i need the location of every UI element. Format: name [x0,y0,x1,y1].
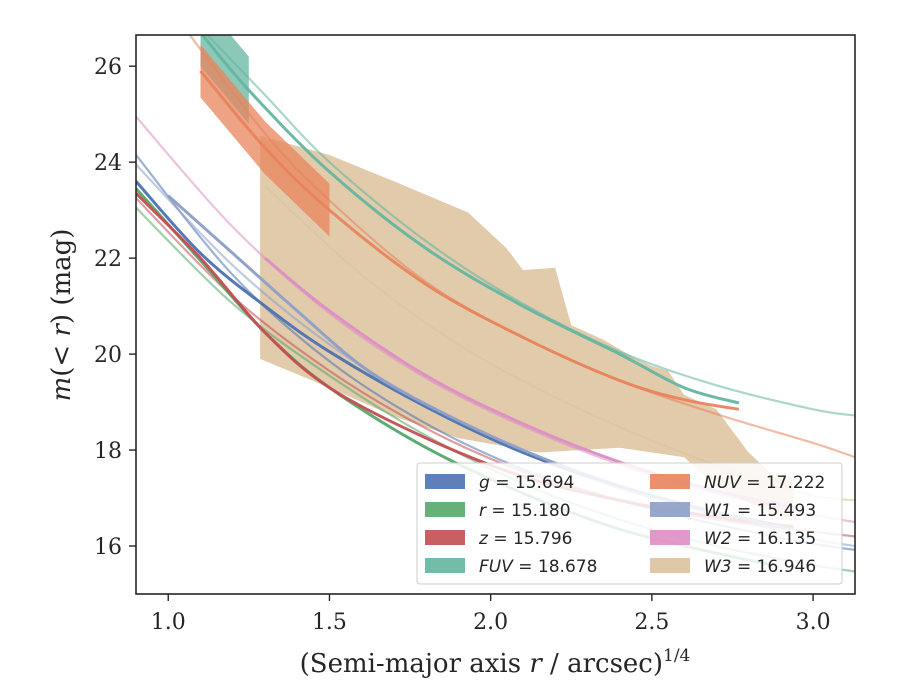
plot-area [136,35,855,573]
legend-item-r: r = 15.180 [425,501,571,521]
y-tick-label: 20 [94,343,122,368]
x-tick-label: 2.0 [473,610,508,635]
legend-item-w3: W3 = 16.946 [650,557,816,577]
y-tick-label: 16 [94,535,122,560]
legend-swatch-g [425,474,465,489]
profile-line-fuv [200,35,740,405]
legend-label-w1: W1 = 15.493 [704,501,816,521]
legend-label-z: z = 15.796 [478,529,572,549]
profile-line-nuv [199,70,740,411]
legend-swatch-nuv [650,474,690,489]
legend-swatch-w2 [650,530,690,545]
legend-label-w3: W3 = 16.946 [704,557,816,577]
y-tick-label: 24 [94,151,122,176]
legend-label-g: g = 15.694 [479,473,574,493]
legend-label-fuv: FUV = 18.678 [479,557,597,577]
legend-swatch-w3 [650,558,690,573]
legend-item-z: z = 15.796 [425,529,572,549]
legend-item-fuv: FUV = 18.678 [425,557,597,577]
y-tick-label: 18 [94,439,122,464]
axis-ticks: 1.0 1.5 2.0 2.5 3.0 16 18 20 22 24 26 [94,55,831,635]
legend-swatch-fuv [425,558,465,573]
legend-item-w2: W2 = 16.135 [650,529,816,549]
legend-swatch-w1 [650,502,690,517]
legend-item-g: g = 15.694 [425,473,574,493]
legend-label-nuv: NUV = 17.222 [704,473,825,493]
x-tick-label: 1.0 [151,610,186,635]
legend-label-r: r = 15.180 [479,501,571,521]
y-axis-label: m(< r) (mag) [47,229,77,402]
legend-box [416,462,843,585]
model-line-fuv [205,35,855,417]
legend-item-w1: W1 = 15.493 [650,501,816,521]
legend-swatch-r [425,502,465,517]
plot-frame [135,34,856,595]
legend-swatch-z [425,530,465,545]
legend-label-w2: W2 = 16.135 [704,529,816,549]
x-tick-label: 2.5 [634,610,669,635]
y-tick-label: 22 [94,247,122,272]
x-tick-label: 3.0 [796,610,831,635]
y-tick-label: 26 [94,55,122,80]
x-tick-label: 1.5 [312,610,347,635]
band-w3 [260,135,794,518]
legend: g = 15.694 r = 15.180 z = 15.796 FUV = 18.6… [416,462,843,585]
legend-item-nuv: NUV = 17.222 [650,473,825,493]
x-axis-label: (Semi-major axis r / arcsec)1/4 [300,646,691,679]
